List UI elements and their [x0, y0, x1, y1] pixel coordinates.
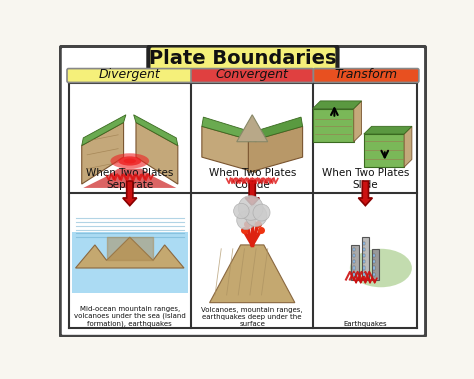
Circle shape — [234, 203, 249, 219]
FancyArrow shape — [245, 181, 259, 206]
Bar — [363, 254, 365, 257]
Ellipse shape — [124, 158, 136, 163]
Bar — [373, 260, 375, 263]
Polygon shape — [134, 115, 178, 146]
Bar — [72, 232, 188, 293]
Bar — [362, 237, 369, 280]
Bar — [373, 273, 375, 276]
Polygon shape — [202, 126, 256, 172]
Bar — [351, 245, 359, 280]
Bar — [353, 248, 356, 251]
Bar — [373, 254, 375, 257]
Polygon shape — [354, 101, 362, 142]
Bar — [353, 260, 356, 263]
Bar — [363, 260, 365, 263]
Text: Earthquakes: Earthquakes — [344, 321, 387, 327]
Circle shape — [253, 204, 270, 221]
Polygon shape — [237, 115, 268, 142]
Text: Plate Boundaries: Plate Boundaries — [149, 49, 337, 68]
Polygon shape — [246, 117, 302, 142]
Text: When Two Plates
Separate: When Two Plates Separate — [86, 168, 173, 190]
Circle shape — [245, 205, 267, 226]
Circle shape — [237, 211, 255, 230]
Bar — [353, 254, 356, 257]
Bar — [363, 273, 365, 276]
FancyArrow shape — [123, 181, 137, 206]
Bar — [363, 248, 365, 251]
Text: When Two Plates
Slide: When Two Plates Slide — [322, 168, 409, 190]
Text: Volcanoes, mountain ranges,
earthquakes deep under the
surface: Volcanoes, mountain ranges, earthquakes … — [201, 307, 303, 327]
Bar — [363, 266, 365, 269]
Polygon shape — [82, 122, 124, 184]
Ellipse shape — [110, 153, 149, 169]
FancyBboxPatch shape — [67, 69, 192, 83]
Bar — [373, 266, 375, 269]
Polygon shape — [248, 126, 302, 172]
FancyBboxPatch shape — [60, 46, 426, 337]
Text: Mid-ocean mountain ranges,
volcanoes under the sea (island
formation), earthquak: Mid-ocean mountain ranges, volcanoes und… — [74, 305, 186, 327]
Text: Transform: Transform — [335, 68, 398, 81]
Polygon shape — [210, 245, 295, 303]
Bar — [363, 242, 365, 245]
Polygon shape — [83, 169, 176, 188]
Polygon shape — [313, 101, 362, 109]
Bar — [353, 273, 356, 276]
Text: Divergent: Divergent — [99, 68, 161, 81]
Polygon shape — [82, 115, 126, 146]
Ellipse shape — [118, 157, 141, 166]
Polygon shape — [313, 109, 354, 142]
FancyArrow shape — [358, 181, 373, 206]
FancyBboxPatch shape — [191, 69, 313, 83]
Polygon shape — [364, 134, 404, 167]
Ellipse shape — [350, 249, 412, 287]
Bar — [372, 249, 379, 280]
Text: Convergent: Convergent — [216, 68, 289, 81]
Text: When Two Plates
Collide: When Two Plates Collide — [209, 168, 296, 190]
Polygon shape — [364, 126, 412, 134]
Circle shape — [238, 196, 263, 220]
Polygon shape — [136, 122, 178, 184]
Polygon shape — [75, 237, 184, 268]
Polygon shape — [202, 117, 258, 142]
Bar — [353, 266, 356, 269]
FancyBboxPatch shape — [148, 45, 337, 73]
FancyBboxPatch shape — [313, 69, 419, 83]
Polygon shape — [404, 126, 412, 167]
